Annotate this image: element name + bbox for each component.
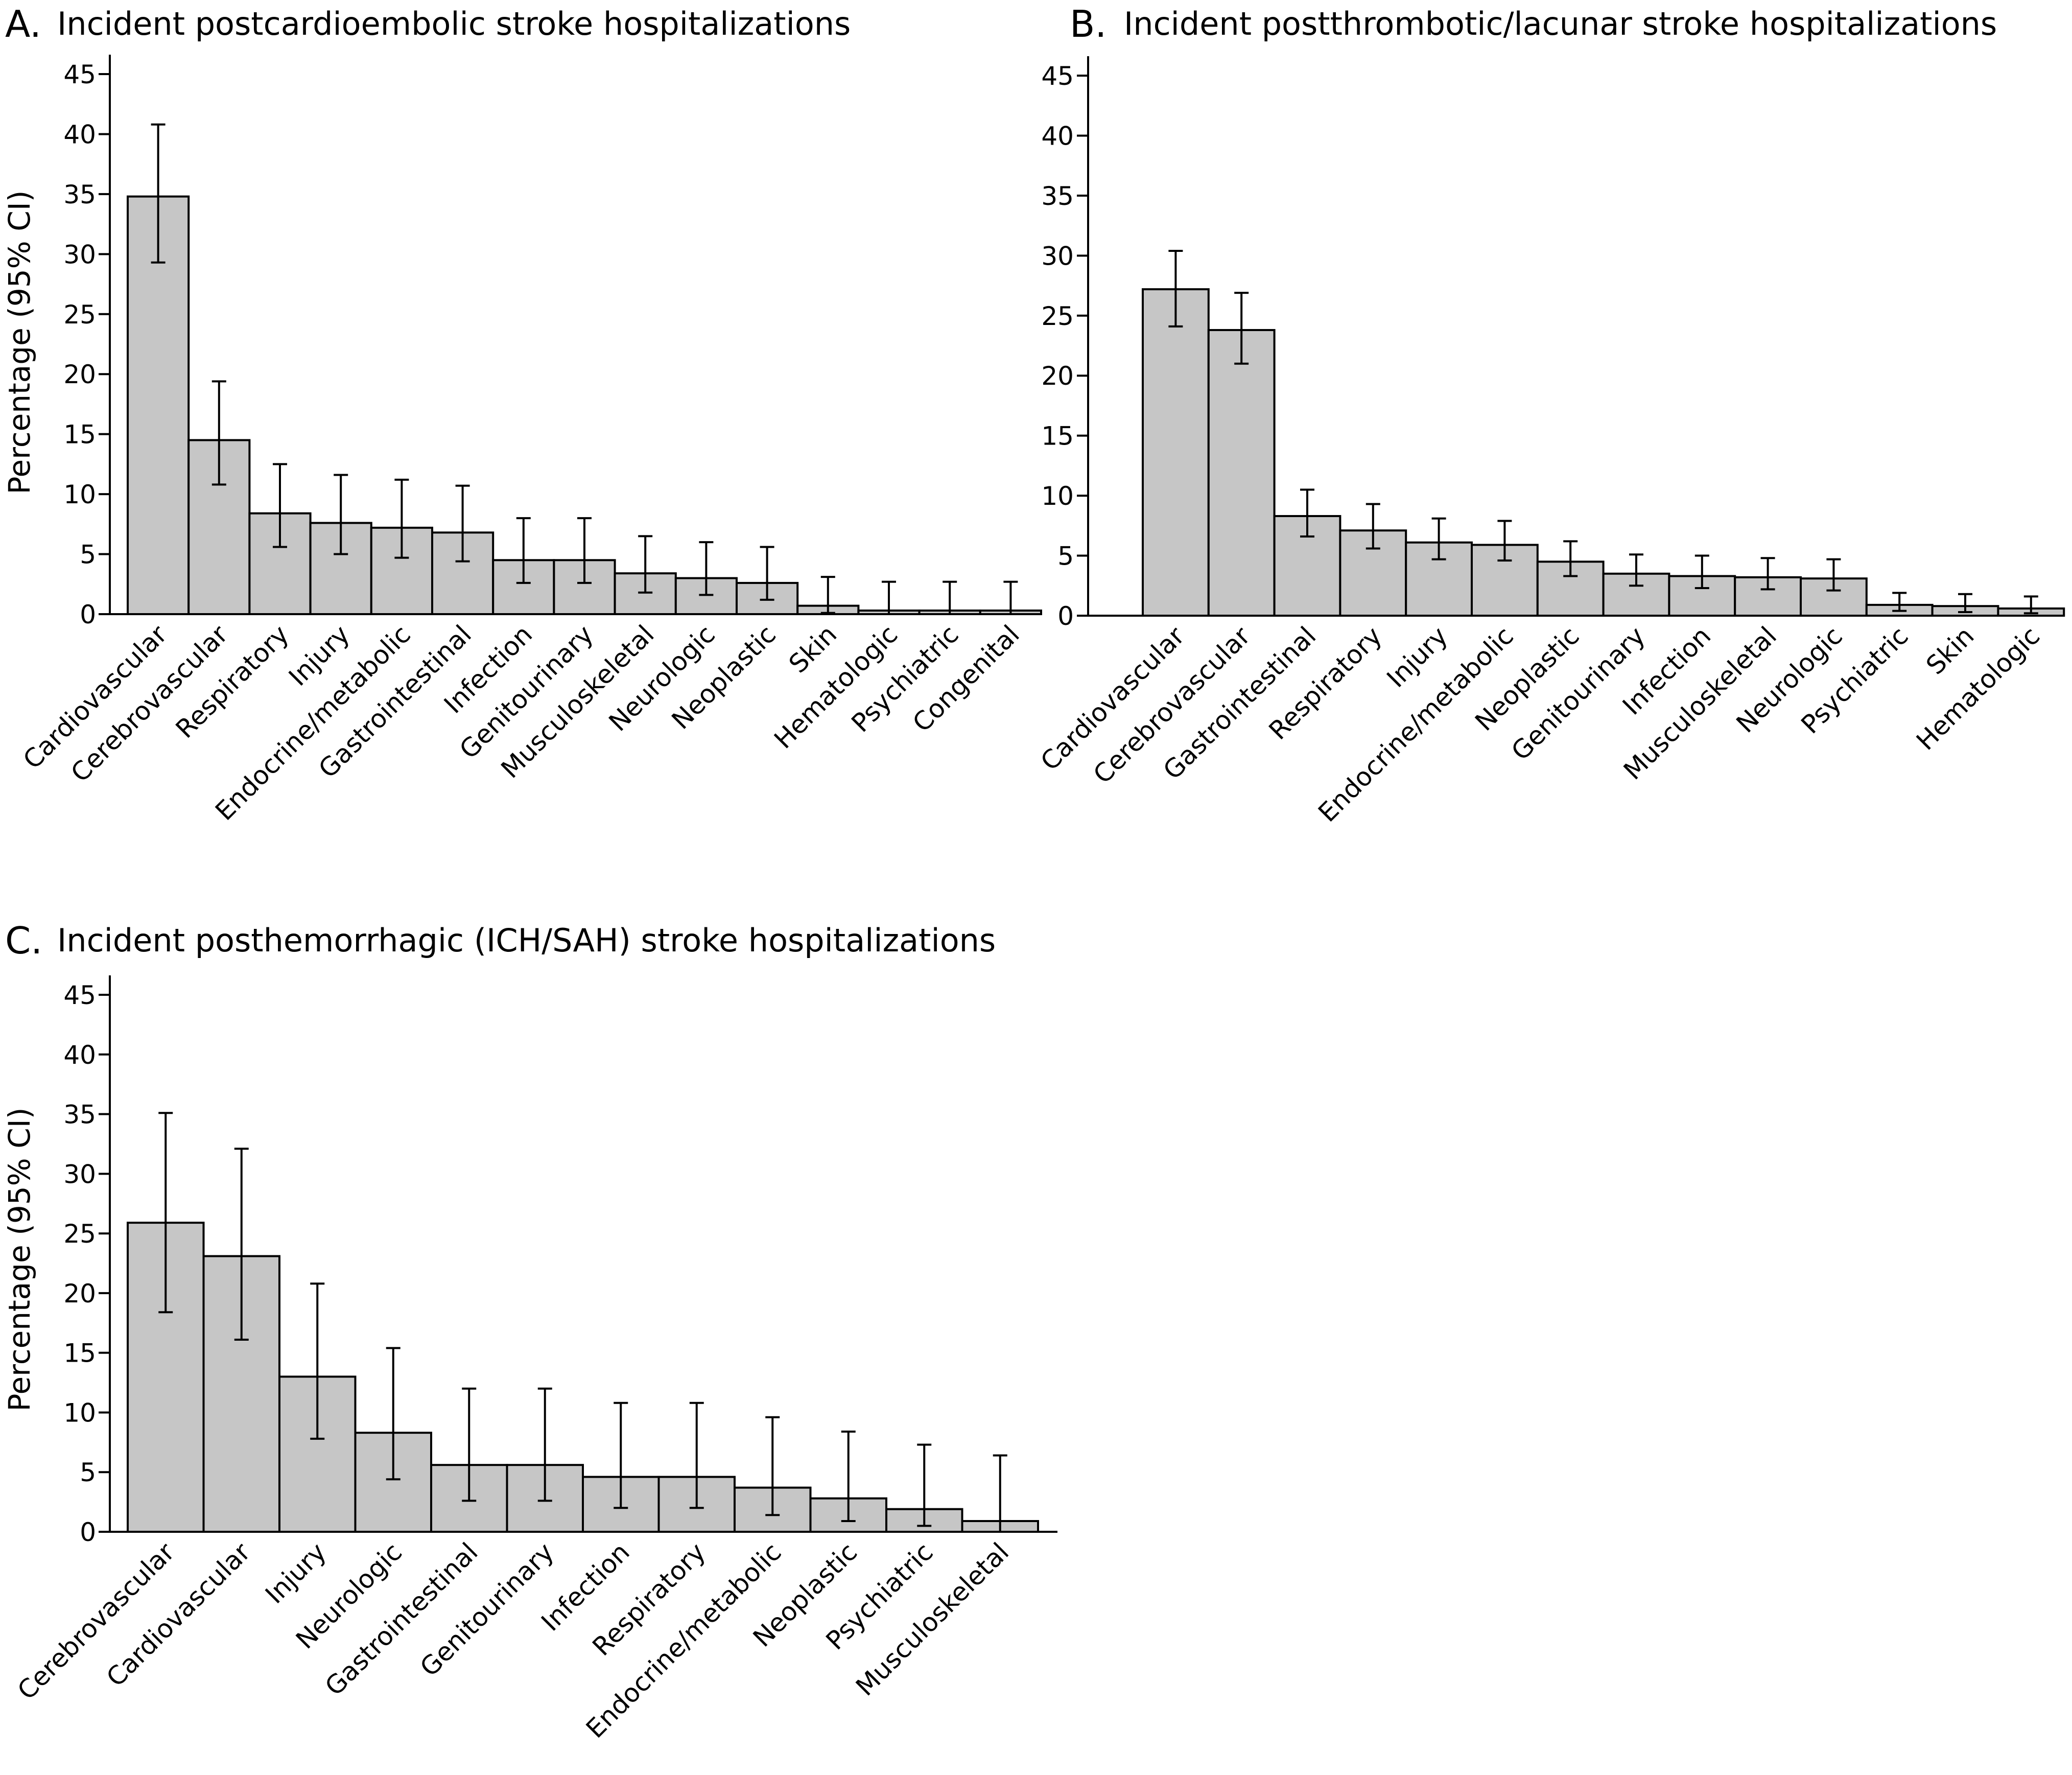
- panel-b-y-tick-label: 0: [1057, 601, 1074, 631]
- panel-a-error-bar: [943, 580, 957, 615]
- panel-a-bar: [553, 559, 616, 616]
- panel-c-y-tick-label: 20: [63, 1279, 96, 1309]
- panel-b-error-bar: [1431, 517, 1446, 560]
- panel-c-error-bar: [386, 1347, 401, 1481]
- panel-a-y-tick-label: 40: [63, 120, 96, 149]
- panel-a-error-bar: [394, 478, 409, 559]
- panel-b-error-bar: [1168, 249, 1183, 328]
- panel-a-y-tick-label: 45: [63, 60, 96, 89]
- panel-a-error-bar: [577, 517, 592, 584]
- panel-c-error-bar: [614, 1402, 628, 1509]
- panel-a-chart: A. Incident postcardioembolic stroke hos…: [2, 3, 1043, 826]
- panel-c-y-tick-label: 30: [63, 1159, 96, 1189]
- panel-c-title: Incident posthemorrhagic (ICH/SAH) strok…: [57, 922, 996, 959]
- panel-c-letter: C.: [5, 919, 42, 962]
- panel-a-y-tick-label: 20: [63, 360, 96, 389]
- panel-a-y-tick-label: 10: [63, 480, 96, 509]
- panel-b-error-bar: [1365, 503, 1380, 550]
- panel-a-y-tick-label: 15: [63, 420, 96, 450]
- panel-b-y-tick-label: 30: [1041, 241, 1074, 271]
- panel-c-y-tick-label: 0: [80, 1517, 96, 1547]
- panel-c-error-bar: [993, 1454, 1007, 1533]
- panel-c-error-bar: [234, 1148, 249, 1341]
- panel-a-error-bar: [334, 474, 348, 555]
- panel-a-title: Incident postcardioembolic stroke hospit…: [57, 5, 851, 42]
- panel-b-chart: B. Incident postthrombotic/lacunar strok…: [1035, 3, 2065, 828]
- panel-a-error-bar: [820, 576, 835, 614]
- panel-c-category-label: Cardiovascular: [101, 1537, 256, 1692]
- panel-b-error-bar: [1497, 520, 1512, 562]
- panel-b-category-label: Skin: [1920, 621, 1980, 680]
- panel-a-y-tick-label: 5: [80, 540, 96, 570]
- panel-a-error-bar: [882, 580, 896, 615]
- panel-b-y-tick-label: 15: [1041, 422, 1074, 451]
- panel-b-y-tick-label: 10: [1041, 481, 1074, 511]
- panel-b-title: Incident postthrombotic/lacunar stroke h…: [1124, 5, 1997, 42]
- panel-b-error-bar: [1892, 592, 1907, 612]
- panel-c-error-bar: [917, 1443, 932, 1527]
- panel-c-category-label: Injury: [260, 1537, 332, 1609]
- panel-c-error-bar: [462, 1387, 477, 1502]
- panel-a-error-bar: [638, 535, 653, 594]
- panel-c-error-bar: [537, 1387, 552, 1502]
- panel-a-letter: A.: [5, 3, 41, 45]
- panel-c-y-tick-label: 40: [63, 1040, 96, 1070]
- panel-b-y-tick-label: 35: [1041, 181, 1074, 211]
- panel-a-y-tick-label: 0: [80, 600, 96, 629]
- panel-c-y-tick-label: 25: [63, 1219, 96, 1249]
- panel-b-error-bar: [1958, 593, 1972, 613]
- panel-c-category-label: Genitourinary: [414, 1537, 559, 1682]
- panel-b-y-tick-label: 5: [1057, 542, 1074, 571]
- panel-b-y-tick-label: 25: [1041, 301, 1074, 331]
- panel-c-error-bar: [689, 1402, 704, 1509]
- panel-b-error-bar: [1629, 553, 1643, 587]
- panel-b-error-bar: [2023, 595, 2038, 615]
- panel-c-error-bar: [310, 1282, 325, 1440]
- panel-a-error-bar: [699, 541, 714, 596]
- panel-a-error-bar: [1003, 580, 1018, 615]
- panel-b-error-bar: [1694, 554, 1709, 589]
- panel-c-y-tick-label: 10: [63, 1398, 96, 1428]
- panel-b-error-bar: [1826, 558, 1841, 592]
- panel-b-bar: [1142, 288, 1210, 617]
- panel-a-error-bar: [151, 123, 166, 264]
- panel-a-error-bar: [455, 484, 470, 563]
- panel-c-error-bar: [765, 1416, 780, 1516]
- panel-c-ylabel: Percentage (95% CI): [2, 1108, 37, 1412]
- panel-a-y-tick-label: 35: [63, 180, 96, 209]
- panel-c-y-tick-label: 45: [63, 980, 96, 1010]
- panel-b-bar: [1207, 329, 1276, 617]
- panel-a-ylabel: Percentage (95% CI): [2, 191, 37, 495]
- panel-a-error-bar: [273, 463, 287, 548]
- panel-b-error-bar: [1563, 540, 1578, 577]
- panel-c-y-tick-label: 5: [80, 1458, 96, 1487]
- panel-c-chart: C. Incident posthemorrhagic (ICH/SAH) st…: [2, 919, 1057, 1744]
- panel-a-y-tick-label: 25: [63, 300, 96, 330]
- panel-a-error-bar: [760, 546, 774, 601]
- panel-a-y-tick-label: 30: [63, 240, 96, 269]
- panel-a-error-bar: [516, 517, 531, 584]
- panel-b-y-tick-label: 40: [1041, 121, 1074, 151]
- panel-a-bar: [127, 195, 190, 615]
- panel-b-y-tick-label: 20: [1041, 361, 1074, 391]
- panel-b-error-bar: [1300, 488, 1314, 538]
- panel-c-y-tick-label: 15: [63, 1339, 96, 1368]
- panel-a-error-bar: [211, 380, 226, 486]
- panel-b-error-bar: [1760, 557, 1775, 591]
- panel-c-error-bar: [158, 1112, 173, 1314]
- panel-b-error-bar: [1234, 292, 1249, 365]
- panel-c-y-tick-label: 35: [63, 1100, 96, 1130]
- panel-b-y-tick-label: 45: [1041, 61, 1074, 91]
- panel-b-letter: B.: [1070, 3, 1106, 45]
- panel-c-error-bar: [841, 1430, 856, 1522]
